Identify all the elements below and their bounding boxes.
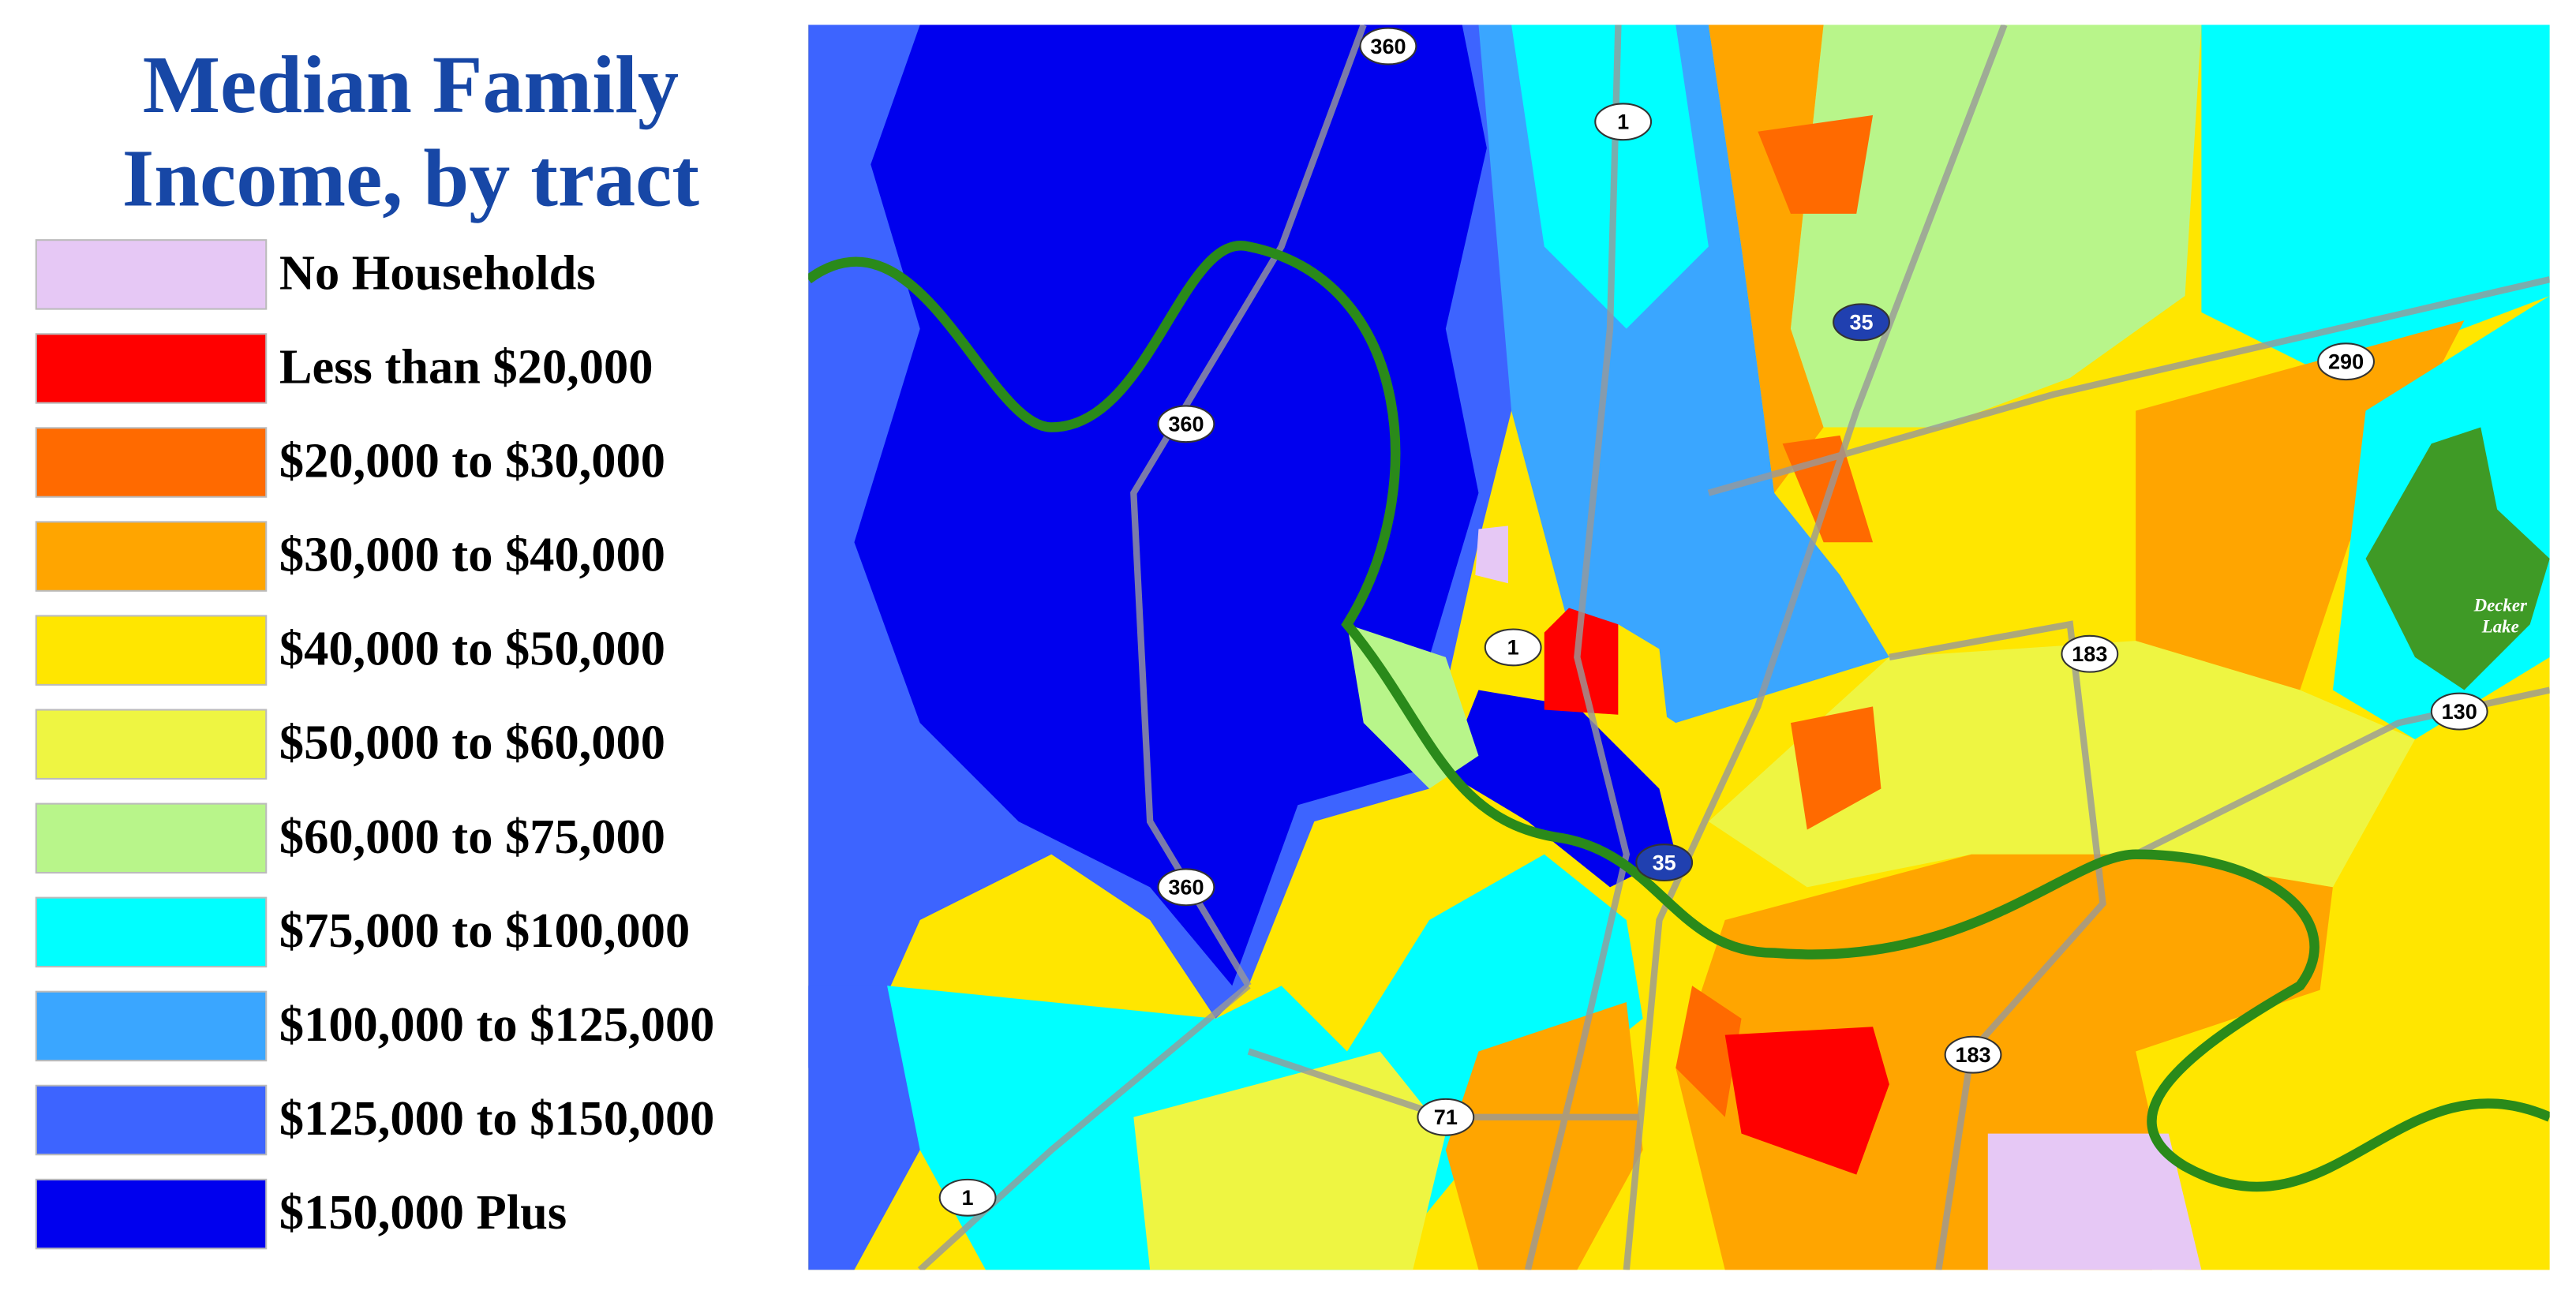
legend-label: $40,000 to $50,000	[279, 621, 665, 676]
legend-swatch	[35, 333, 268, 404]
legend-swatch	[35, 239, 268, 310]
shield-label: 35	[1849, 310, 1873, 334]
shield-label: 1	[1617, 110, 1629, 134]
legend-label: $50,000 to $60,000	[279, 715, 665, 770]
shield-badge	[1944, 1035, 2002, 1074]
shield-badge	[1635, 844, 1694, 882]
legend-label: No Households	[279, 245, 596, 300]
shield-label: 130	[2442, 700, 2477, 724]
tract	[1511, 24, 1709, 329]
legend-swatch	[35, 990, 268, 1062]
shield-badge	[1594, 103, 1653, 141]
tract	[1133, 1051, 1446, 1270]
lake-label: Decker	[2473, 596, 2528, 615]
legend-swatch	[35, 896, 268, 968]
legend-swatch	[35, 709, 268, 780]
legend-swatch	[35, 802, 268, 874]
shield-badge	[1157, 868, 1215, 907]
legend-swatch	[35, 427, 268, 498]
tract	[1618, 624, 1668, 724]
tract	[1708, 641, 2415, 888]
legend-swatch	[35, 615, 268, 686]
legend-label: $125,000 to $150,000	[279, 1090, 715, 1146]
tract	[1758, 114, 1874, 214]
tract	[854, 24, 1487, 986]
shield-badge	[2430, 692, 2488, 731]
shield-badge	[1359, 27, 1417, 65]
shield-label: 35	[1653, 851, 1676, 874]
legend-label: $100,000 to $125,000	[279, 997, 715, 1052]
shield-label: 360	[1168, 876, 1204, 900]
shield-badge	[938, 1178, 997, 1217]
legend-label: $20,000 to $30,000	[279, 433, 665, 488]
shields: 360 1 35 290 360 1 183 130 35 360 183 71 1	[938, 27, 2488, 1217]
title-line: Median Family	[143, 39, 679, 130]
tract	[1445, 1002, 1643, 1270]
legend-label: Less than $20,000	[279, 339, 653, 394]
tract	[2201, 24, 2550, 379]
tract	[1445, 690, 1676, 888]
legend: No Households Less than $20,000 $20,000 to…	[35, 239, 715, 1250]
tract	[1790, 24, 2202, 428]
tract	[2136, 706, 2550, 1270]
shield-badge	[2061, 634, 2119, 673]
legend-label: $150,000 Plus	[279, 1184, 567, 1240]
lake-shape	[2365, 427, 2550, 690]
legend-label: $75,000 to $100,000	[279, 903, 690, 958]
shield-label: 1	[962, 1186, 974, 1210]
shield-badge	[1417, 1098, 1475, 1136]
tract	[1676, 986, 1742, 1117]
tract	[1987, 1133, 2202, 1270]
tract	[1475, 526, 1508, 584]
title-line: Income, by tract	[122, 132, 700, 223]
shield-label: 1	[1507, 636, 1519, 660]
lake-label: Lake	[2481, 617, 2519, 637]
map: Decker Lake 360 1 35 290 360 1 183 130 35 360 183 7…	[808, 24, 2550, 1270]
shield-badge	[1833, 303, 1890, 342]
shield-label: 183	[2072, 642, 2107, 666]
legend-swatch	[35, 1084, 268, 1156]
shield-label: 360	[1168, 413, 1204, 436]
shield-label: 290	[2328, 350, 2364, 373]
tract	[1790, 706, 1881, 830]
shield-label: 183	[1955, 1043, 1990, 1067]
legend-swatch	[35, 521, 268, 592]
shield-label: 71	[1434, 1105, 1458, 1129]
legend-label: $30,000 to $40,000	[279, 527, 665, 582]
legend-swatch	[35, 1178, 268, 1250]
shield-badge	[1484, 628, 1542, 667]
river	[808, 241, 2550, 1192]
tract	[1724, 1027, 1889, 1175]
shield-badge	[1157, 405, 1215, 443]
shield-badge	[2317, 342, 2376, 381]
shield-label: 360	[1370, 35, 1406, 58]
legend-label: $60,000 to $75,000	[279, 809, 665, 864]
roads	[917, 24, 2550, 1270]
